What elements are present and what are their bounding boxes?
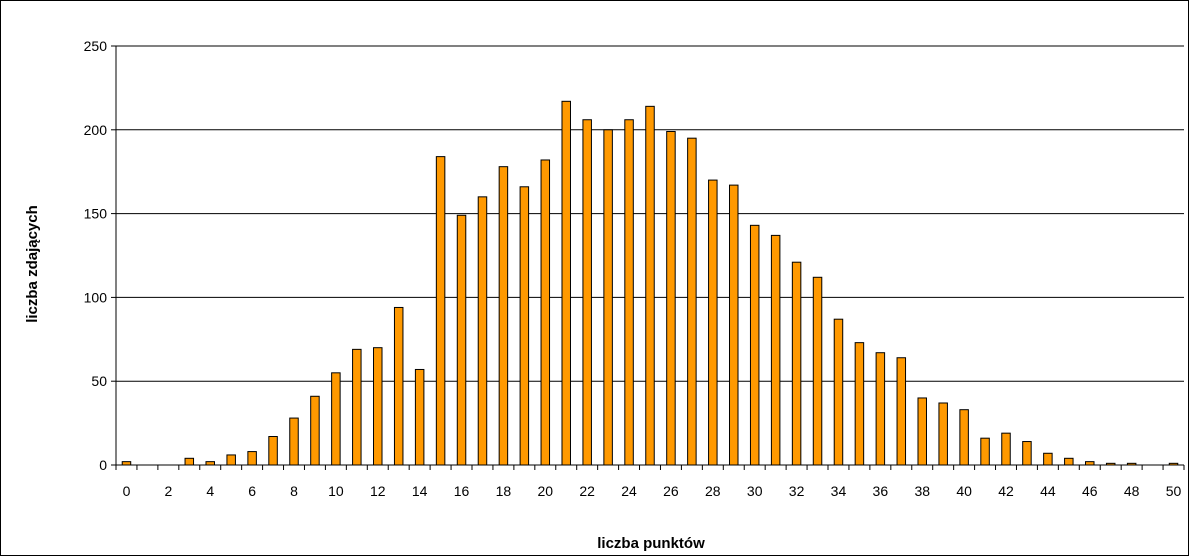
bar-41 bbox=[980, 437, 990, 466]
bar-21 bbox=[561, 100, 571, 466]
bar-39 bbox=[938, 402, 948, 466]
x-tick-label: 4 bbox=[206, 483, 214, 499]
x-tick-label: 22 bbox=[579, 483, 595, 499]
bar-44 bbox=[1043, 452, 1053, 466]
bar-0 bbox=[121, 461, 132, 466]
axes bbox=[111, 45, 1185, 470]
bar-19 bbox=[519, 186, 530, 466]
x-tick-label: 36 bbox=[873, 483, 889, 499]
bar-37 bbox=[896, 357, 907, 466]
x-axis-title: liczba punktów bbox=[597, 535, 705, 552]
bar-11 bbox=[352, 348, 362, 466]
x-tick-label: 18 bbox=[496, 483, 512, 499]
bar-17 bbox=[477, 196, 488, 466]
bar-35 bbox=[854, 342, 865, 466]
bar-32 bbox=[791, 261, 802, 466]
y-tick-label: 100 bbox=[84, 289, 108, 305]
bar-30 bbox=[749, 224, 760, 466]
bar-31 bbox=[770, 234, 781, 466]
bar-13 bbox=[393, 306, 404, 466]
bar-14 bbox=[414, 368, 425, 466]
bar-23 bbox=[603, 129, 613, 466]
y-tick-labels: 0 50 100 150 200 250 bbox=[84, 38, 108, 473]
x-tick-label: 48 bbox=[1124, 483, 1140, 499]
x-tick-label: 16 bbox=[454, 483, 470, 499]
x-tick-label: 26 bbox=[663, 483, 679, 499]
bar-18 bbox=[498, 166, 509, 466]
x-tick-label: 10 bbox=[328, 483, 344, 499]
bar-26 bbox=[666, 130, 676, 466]
x-tick-label: 2 bbox=[164, 483, 172, 499]
x-tick-label: 28 bbox=[705, 483, 721, 499]
x-tick-label: 38 bbox=[914, 483, 930, 499]
bar-16 bbox=[456, 214, 467, 466]
bar-8 bbox=[289, 417, 299, 466]
x-tick-label: 20 bbox=[538, 483, 554, 499]
bar-27 bbox=[687, 137, 697, 466]
x-tick-label: 8 bbox=[290, 483, 298, 499]
x-tick-label: 30 bbox=[747, 483, 763, 499]
y-tick-label: 50 bbox=[91, 373, 107, 389]
x-tick-label: 34 bbox=[831, 483, 847, 499]
bars bbox=[121, 100, 1179, 466]
bar-42 bbox=[1001, 432, 1011, 466]
bar-7 bbox=[268, 436, 278, 466]
bar-38 bbox=[917, 397, 927, 466]
bar-33 bbox=[812, 276, 823, 466]
x-tick-label: 46 bbox=[1082, 483, 1098, 499]
x-tick-labels: 0 2 4 6 8 10 12 14 16 18 20 22 24 26 28 30 32 34 36 38 40 42 4… bbox=[123, 483, 1182, 499]
bar-12 bbox=[373, 347, 383, 466]
x-tick-label: 12 bbox=[370, 483, 386, 499]
x-tick-label: 24 bbox=[621, 483, 637, 499]
x-tick-label: 0 bbox=[123, 483, 131, 499]
bar-36 bbox=[875, 352, 886, 466]
x-tick-label: 42 bbox=[998, 483, 1014, 499]
bar-43 bbox=[1022, 441, 1032, 466]
x-tick-label: 50 bbox=[1166, 483, 1182, 499]
bar-5 bbox=[226, 454, 236, 466]
x-tick-label: 44 bbox=[1040, 483, 1056, 499]
bar-3 bbox=[184, 457, 195, 466]
bar-24 bbox=[624, 119, 634, 466]
bar-15 bbox=[435, 156, 446, 466]
bar-46 bbox=[1085, 461, 1095, 466]
bar-28 bbox=[708, 179, 718, 466]
x-tick-label: 40 bbox=[956, 483, 972, 499]
y-tick-label: 150 bbox=[84, 206, 108, 222]
bar-6 bbox=[247, 451, 257, 466]
bar-4 bbox=[205, 461, 215, 466]
bar-29 bbox=[729, 184, 739, 466]
bar-20 bbox=[540, 159, 551, 466]
bar-45 bbox=[1064, 457, 1074, 466]
bar-25 bbox=[645, 105, 655, 466]
bar-40 bbox=[959, 409, 969, 466]
x-tick-label: 14 bbox=[412, 483, 428, 499]
bar-34 bbox=[833, 318, 844, 466]
y-tick-label: 200 bbox=[84, 122, 108, 138]
bar-22 bbox=[582, 119, 592, 466]
y-tick-label: 250 bbox=[84, 38, 108, 54]
y-axis-title: liczba zdających bbox=[24, 205, 41, 323]
x-tick-label: 6 bbox=[248, 483, 256, 499]
x-tick-label: 32 bbox=[789, 483, 805, 499]
y-tick-label: 0 bbox=[99, 457, 107, 473]
bar-9 bbox=[310, 395, 320, 466]
bar-10 bbox=[331, 372, 341, 466]
